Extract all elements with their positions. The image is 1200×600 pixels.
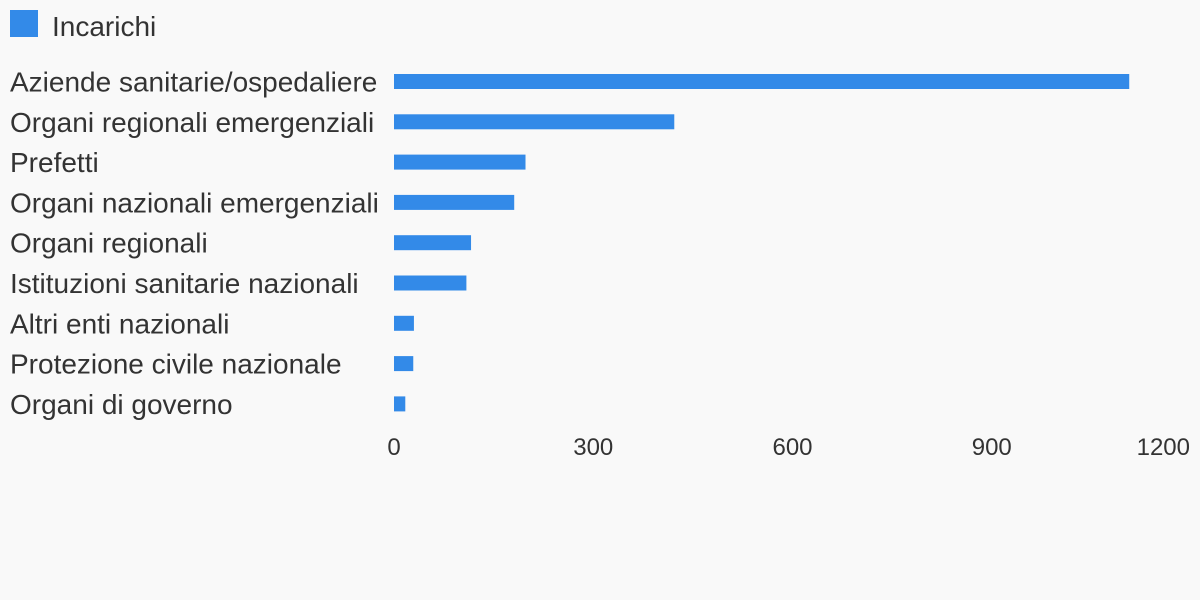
category-label-aziende-sanitarie-ospedaliere: Aziende sanitarie/ospedaliere — [10, 67, 377, 98]
category-label-organi-nazionali-emergenziali: Organi nazionali emergenziali — [10, 187, 379, 218]
x-tick-label-300: 300 — [573, 434, 613, 461]
x-tick-label-900: 900 — [972, 434, 1012, 461]
category-label-protezione-civile-nazionale: Protezione civile nazionale — [10, 349, 342, 380]
category-label-organi-regionali-emergenziali: Organi regionali emergenziali — [10, 107, 374, 138]
bar-aziende-sanitarie-ospedaliere[interactable] — [394, 74, 1130, 89]
category-label-prefetti: Prefetti — [10, 147, 99, 178]
bar-altri-enti-nazionali[interactable] — [394, 315, 414, 331]
bar-organi-regionali-emergenziali[interactable] — [394, 114, 675, 130]
bar-istituzioni-sanitarie-nazionali[interactable] — [394, 275, 467, 291]
legend-label-incarichi: Incarichi — [52, 11, 156, 42]
x-tick-label-1200: 1200 — [1137, 434, 1190, 461]
bar-protezione-civile-nazionale[interactable] — [394, 356, 414, 372]
category-label-altri-enti-nazionali: Altri enti nazionali — [10, 308, 229, 339]
category-label-istituzioni-sanitarie-nazionali: Istituzioni sanitarie nazionali — [10, 268, 359, 299]
legend-swatch-incarichi — [10, 10, 38, 37]
bar-prefetti[interactable] — [394, 154, 526, 170]
x-tick-label-600: 600 — [772, 434, 812, 461]
category-labels: Aziende sanitarie/ospedaliere Organi regi… — [10, 67, 379, 420]
bar-organi-di-governo[interactable] — [394, 396, 406, 412]
bar-organi-regionali[interactable] — [394, 235, 472, 251]
bars — [394, 74, 1130, 412]
x-axis: 0 300 600 900 1200 — [387, 434, 1190, 461]
category-label-organi-regionali: Organi regionali — [10, 228, 208, 259]
legend[interactable]: Incarichi — [10, 10, 156, 42]
category-label-organi-di-governo: Organi di governo — [10, 389, 233, 420]
x-tick-label-0: 0 — [387, 434, 400, 461]
bar-organi-nazionali-emergenziali[interactable] — [394, 194, 515, 210]
